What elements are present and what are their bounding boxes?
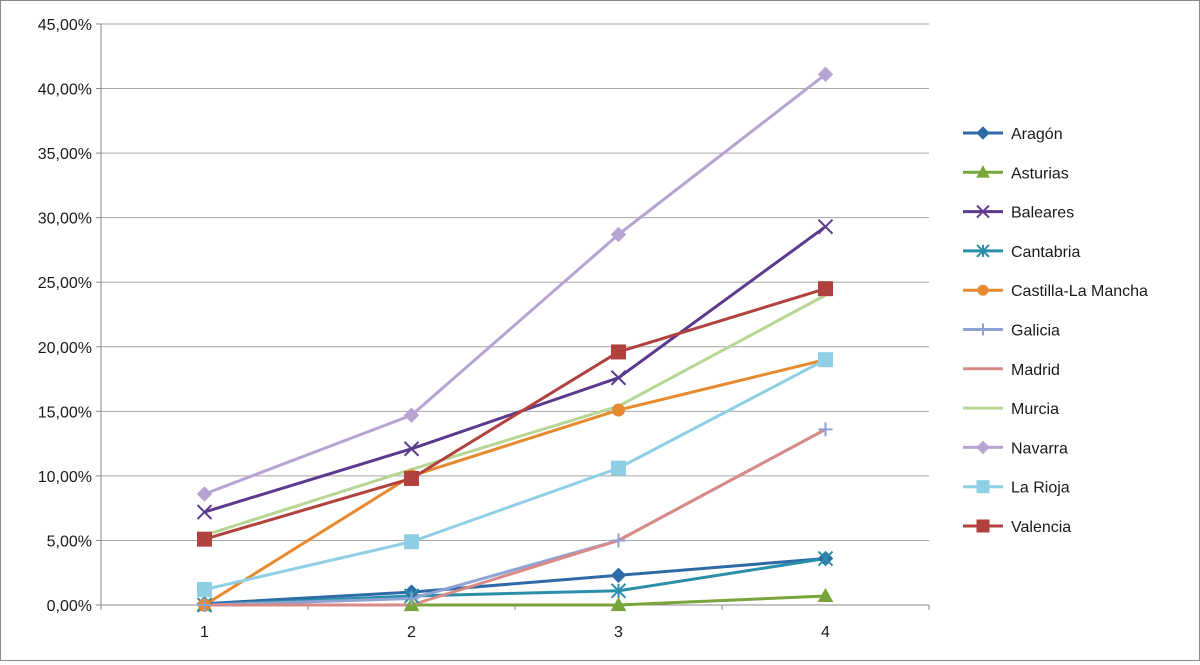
series-line	[203, 358, 826, 607]
data-point	[403, 441, 420, 457]
series-line	[204, 428, 827, 607]
gridlines	[101, 23, 929, 606]
data-point	[977, 323, 989, 336]
data-point	[197, 582, 212, 598]
data-point	[977, 284, 989, 296]
y-tick-label: 30,00%	[38, 211, 92, 228]
y-tick-labels: 0,00% 5,00% 10,00% 15,00% 20,00% 25,00% 30,00%…	[38, 17, 92, 615]
series-line	[204, 428, 827, 607]
data-point	[976, 165, 990, 178]
data-point	[818, 422, 833, 437]
y-tick-label: 20,00%	[38, 340, 92, 357]
data-point	[976, 480, 990, 494]
data-point	[610, 596, 627, 612]
series-markers	[196, 66, 834, 613]
series-line	[204, 358, 827, 591]
legend-label: Galicia	[1011, 323, 1060, 340]
x-tick-label: 1	[200, 624, 209, 641]
data-point	[976, 126, 990, 140]
data-point	[817, 550, 834, 567]
series-line	[203, 73, 827, 496]
data-point	[818, 281, 833, 297]
y-tick-label: 45,00%	[38, 17, 92, 34]
data-point	[197, 531, 212, 547]
series-line	[204, 557, 826, 606]
data-point	[976, 440, 990, 455]
data-point	[404, 470, 419, 486]
y-tick-label: 15,00%	[38, 404, 92, 421]
data-point	[976, 244, 990, 258]
data-point	[817, 66, 834, 83]
legend: Aragón Asturias Baleares Cantabria Castilla-…	[963, 126, 1148, 536]
legend-label: Castilla-La Mancha	[1011, 283, 1148, 300]
data-point	[611, 460, 626, 476]
data-point	[610, 226, 627, 243]
data-point	[611, 344, 626, 360]
data-point	[818, 352, 833, 368]
legend-label: Aragón	[1011, 126, 1063, 143]
data-point	[196, 486, 213, 502]
y-tick-label: 35,00%	[38, 146, 92, 163]
legend-label: Valencia	[1011, 519, 1071, 536]
data-point	[817, 218, 834, 235]
data-point	[196, 504, 213, 520]
y-tick-label: 40,00%	[38, 82, 92, 99]
series-lines	[203, 73, 827, 607]
x-tick-labels: 1 2 3 4	[200, 624, 830, 641]
series-line	[204, 287, 826, 541]
series-line	[204, 293, 827, 537]
x-tick-label: 4	[821, 624, 830, 641]
legend-label: Navarra	[1011, 440, 1068, 457]
y-tick-label: 25,00%	[38, 275, 92, 292]
data-point	[612, 403, 625, 417]
series-line	[204, 225, 827, 514]
legend-label: La Rioja	[1011, 480, 1070, 497]
y-tick-label: 5,00%	[47, 533, 92, 550]
legend-label: Cantabria	[1011, 244, 1080, 261]
x-tick-label: 3	[614, 624, 623, 641]
y-tick-label: 10,00%	[38, 469, 92, 486]
data-point	[611, 533, 626, 548]
axes	[96, 23, 930, 610]
data-point	[610, 567, 627, 584]
data-point	[197, 598, 212, 612]
y-tick-label: 0,00%	[47, 598, 92, 615]
data-point	[404, 591, 419, 606]
data-point	[404, 534, 419, 550]
data-point	[403, 407, 420, 423]
x-tick-label: 2	[407, 624, 416, 641]
legend-label: Baleares	[1011, 205, 1074, 222]
data-point	[610, 370, 627, 386]
legend-label: Madrid	[1011, 362, 1060, 379]
data-point	[976, 519, 990, 533]
legend-label: Murcia	[1011, 401, 1059, 418]
data-point	[610, 583, 627, 599]
data-point	[817, 587, 834, 603]
data-point	[976, 204, 990, 219]
legend-label: Asturias	[1011, 165, 1069, 182]
